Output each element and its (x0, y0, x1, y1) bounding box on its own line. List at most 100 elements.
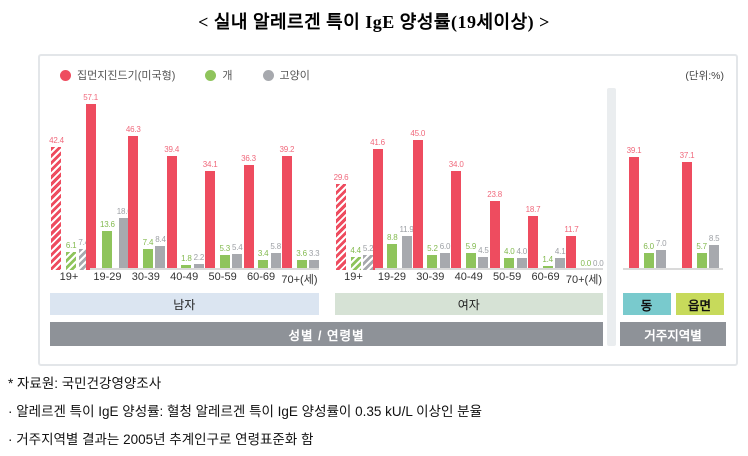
bar-value-label: 39.2 (279, 145, 295, 155)
bar-wrap: 37.1 (680, 88, 695, 270)
bar-value-label: 23.8 (487, 189, 502, 199)
residence-bar-section: 39.1 6.0 7.0 37.1 5.7 8.5 (620, 88, 726, 270)
chart-section-male: 42.4 6.1 7.4 57.1 13.6 18.0 46.3 7.4 8.4 39.4 1.8 2… (49, 88, 320, 270)
bar-value-label: 5.8 (270, 242, 281, 252)
bar-wrap: 42.4 (49, 88, 64, 270)
bar-value-label: 18.0 (116, 206, 132, 216)
bar-value-label: 8.8 (386, 233, 398, 243)
bar-chart-area: 42.4 6.1 7.4 57.1 13.6 18.0 46.3 7.4 8.4 39.4 1.8 2… (49, 88, 604, 270)
legend-dot-cat-icon (262, 69, 274, 81)
bar-value-label: 34.0 (448, 160, 464, 170)
axis-baseline (623, 268, 723, 270)
bar-group: 45.0 5.2 6.0 (410, 88, 450, 270)
bar-wrap: 34.0 (449, 88, 464, 270)
gender-age-panel: 42.4 6.1 7.4 57.1 13.6 18.0 46.3 7.4 8.4 39.4 1.8 2… (49, 88, 604, 346)
bar-value-label: 6.0 (643, 241, 654, 251)
bar-value-label: 39.4 (164, 144, 180, 154)
bar-value-label: 36.3 (241, 153, 256, 163)
bar-value-label: 11.7 (564, 225, 579, 235)
bar-green (696, 253, 707, 270)
bar-value-label: 4.5 (478, 245, 489, 255)
bar-wrap: 5.7 (696, 88, 707, 270)
residence-badges-row: 동 읍면 (620, 293, 726, 315)
bar-value-label: 1.8 (181, 253, 192, 263)
bar-wrap: 46.3 (126, 88, 141, 270)
note-source: * 자료원: 국민건강영양조사 (8, 376, 162, 391)
bar-green (102, 230, 113, 270)
bar-red (681, 162, 692, 270)
bar-value-label: 46.3 (125, 124, 141, 134)
legend-label: 집먼지진드기(미국형) (77, 70, 176, 82)
bar-gray (439, 252, 450, 270)
legend-item-cat: 고양이 (262, 67, 310, 83)
bar-gray (363, 254, 374, 270)
bar-wrap: 7.4 (78, 88, 89, 270)
bar-red (166, 155, 177, 270)
bar-green (465, 252, 476, 270)
bar-group: 46.3 7.4 8.4 (126, 88, 166, 270)
bar-red (528, 215, 538, 270)
bar-group: 23.8 4.0 4.0 (487, 88, 527, 270)
bar-red (281, 156, 292, 270)
x-tick-label: 40-49 (170, 271, 199, 283)
bar-green (643, 252, 654, 270)
bar-value-label: 7.4 (142, 237, 154, 247)
unit-label: (단위:%) (685, 69, 724, 82)
bar-green (142, 248, 153, 270)
bar-wrap: 39.4 (164, 88, 179, 270)
residence-badge-eupmyeon: 읍면 (675, 293, 724, 315)
panel-divider (607, 88, 616, 346)
bar-wrap: 3.4 (258, 88, 269, 270)
legend-label: 고양이 (279, 70, 310, 82)
bar-red (128, 135, 139, 270)
bar-wrap: 4.0 (517, 88, 527, 270)
residence-ticks-spacer (620, 270, 726, 288)
bar-value-label: 4.1 (554, 247, 566, 257)
bar-value-label: 3.3 (308, 249, 320, 259)
residence-badge-dong: 동 (622, 293, 671, 315)
bar-wrap: 6.1 (66, 88, 77, 270)
bar-value-label: 13.6 (100, 219, 115, 229)
bar-wrap: 6.0 (439, 88, 450, 270)
note-definition: · 알레르겐 특이 IgE 양성률: 혈청 알레르겐 특이 IgE 양성률이 0… (8, 404, 482, 419)
bar-green (542, 265, 553, 270)
legend-dot-dust-mite-icon (60, 69, 71, 81)
bar-value-label: 5.4 (232, 243, 243, 253)
bar-group: 34.1 5.3 5.4 (202, 88, 243, 270)
bar-gray (478, 256, 489, 270)
bar-wrap: 36.3 (241, 88, 256, 270)
bar-group: 39.4 1.8 2.2 (164, 88, 204, 270)
bar-value-label: 4.4 (350, 246, 361, 256)
bar-group: 39.2 3.6 3.3 (279, 88, 320, 270)
legend-label: 개 (222, 70, 233, 82)
bar-wrap: 0.0 (581, 88, 592, 270)
gender-band-row: 남자 여자 (50, 293, 603, 315)
x-tick-label: 60-69 (531, 271, 560, 283)
bar-wrap: 4.0 (504, 88, 515, 270)
bar-gray (656, 249, 667, 270)
bar-group: 11.7 0.0 0.0 (564, 88, 604, 270)
chart-section-female: 29.6 4.4 5.2 41.6 8.8 11.9 45.0 5.2 6.0 34.0 5.9 4.… (334, 88, 604, 270)
bar-value-label: 8.4 (155, 234, 166, 244)
bar-wrap: 5.9 (465, 88, 476, 270)
tick-section: 19+ 19-29 30-39 40-49 50-59 60-69 70+(세) (50, 271, 319, 287)
bar-wrap: 23.8 (487, 88, 502, 270)
bar-value-label: 11.9 (399, 224, 414, 234)
x-tick-label: 19-29 (93, 271, 122, 283)
bar-group: 37.1 5.7 8.5 (680, 88, 720, 270)
bar-wrap: 3.6 (296, 88, 307, 270)
x-tick-label: 19+ (344, 271, 363, 283)
bar-red (566, 236, 577, 270)
bar-gray (270, 253, 281, 270)
bar-wrap: 11.9 (399, 88, 414, 270)
bar-value-label: 37.1 (679, 151, 695, 161)
bar-value-label: 34.1 (202, 160, 218, 170)
bar-wrap: 7.0 (656, 88, 667, 270)
bar-wrap: 5.2 (427, 88, 438, 270)
bar-green (296, 259, 307, 270)
x-tick-label: 19-29 (377, 271, 406, 283)
bar-red (51, 147, 62, 270)
bar-green (219, 254, 230, 270)
bar-wrap: 13.6 (100, 88, 115, 270)
bar-gray (155, 245, 166, 270)
